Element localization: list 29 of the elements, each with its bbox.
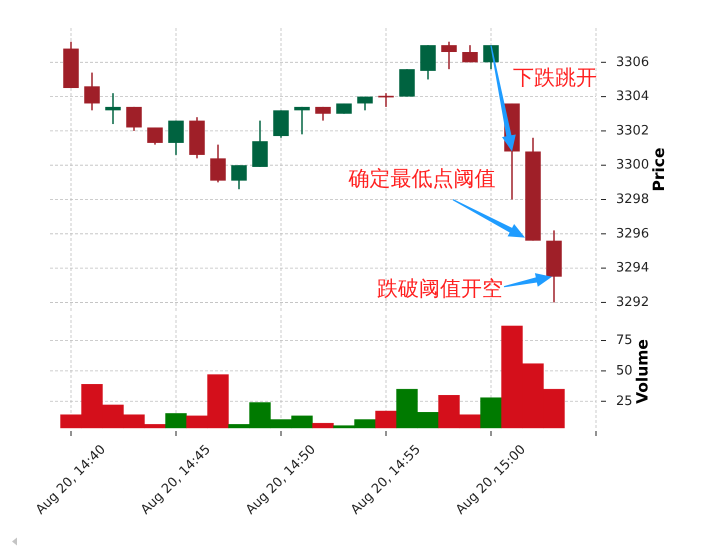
- y-tick-label: 3298: [616, 192, 650, 208]
- annotation: 下跌跳开: [513, 65, 597, 90]
- y-axis-title: Volume: [634, 339, 652, 404]
- y-tick-label: 3292: [616, 294, 650, 310]
- candlestick: [105, 92, 121, 125]
- candlestick: [147, 126, 163, 146]
- y-tick-label: 50: [616, 363, 633, 378]
- y-tick-label: 3296: [616, 226, 650, 242]
- y-tick-label: 3304: [616, 89, 650, 104]
- candlestick: [357, 96, 373, 112]
- candlestick: [168, 120, 184, 156]
- candlestick: [315, 106, 331, 122]
- annotation: 跌破阈值开空: [377, 276, 503, 301]
- y-tick-label: 25: [616, 394, 633, 409]
- annotation: 确定最低点阈值: [348, 166, 496, 191]
- candlestick: [84, 72, 100, 112]
- y-tick-label: 3306: [616, 54, 650, 70]
- y-tick-label: 3300: [616, 158, 650, 173]
- candlestick: [441, 40, 457, 70]
- candlestick: [126, 106, 142, 132]
- y-tick-label: 3302: [616, 123, 650, 138]
- candlestick: [231, 164, 247, 190]
- candlestick: [210, 144, 226, 184]
- candlestick: [378, 92, 394, 108]
- candlestick: [294, 106, 310, 136]
- y-tick-label: 75: [616, 333, 633, 348]
- y-axis-title: Price: [650, 147, 668, 192]
- candlestick: [462, 44, 478, 64]
- y-tick-label: 3294: [616, 260, 650, 276]
